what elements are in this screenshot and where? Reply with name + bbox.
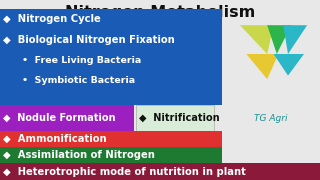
Text: ◆  Nitrogen Cycle: ◆ Nitrogen Cycle	[3, 14, 101, 24]
Polygon shape	[267, 25, 291, 54]
Polygon shape	[283, 25, 307, 54]
Bar	[0, 9, 222, 105]
Text: ◆  Nodule Formation: ◆ Nodule Formation	[3, 113, 116, 123]
Text: ◆  Biological Nitrogen Fixation: ◆ Biological Nitrogen Fixation	[3, 35, 175, 45]
Polygon shape	[240, 25, 274, 54]
Polygon shape	[246, 54, 278, 79]
Text: ◆  Heterotrophic mode of nutrition in plant: ◆ Heterotrophic mode of nutrition in pla…	[3, 166, 246, 177]
Bar	[0, 130, 222, 147]
Text: ◆  Assimilation of Nitrogen: ◆ Assimilation of Nitrogen	[3, 150, 155, 160]
Text: TG Agri: TG Agri	[254, 114, 287, 123]
Bar	[136, 105, 214, 130]
Polygon shape	[274, 54, 304, 76]
Bar	[0, 163, 320, 180]
Text: •  Symbiotic Bacteria: • Symbiotic Bacteria	[22, 76, 136, 85]
Bar	[0, 147, 222, 163]
Bar	[0, 105, 134, 130]
Text: ◆  Nitrification: ◆ Nitrification	[139, 113, 220, 123]
Text: •  Free Living Bacteria: • Free Living Bacteria	[22, 56, 142, 65]
Text: ◆  Ammonification: ◆ Ammonification	[3, 134, 107, 144]
Text: Nitrogen Metabolism: Nitrogen Metabolism	[65, 4, 255, 19]
